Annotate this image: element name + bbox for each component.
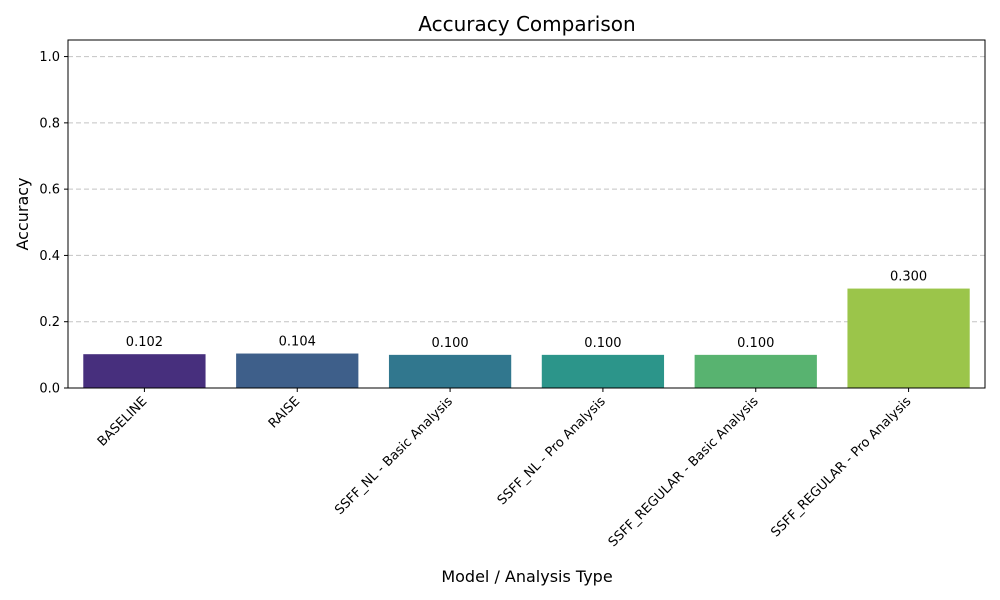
y-tick-label: 0.0 bbox=[39, 382, 60, 397]
bar-value-label: 0.100 bbox=[584, 336, 621, 351]
plot-frame bbox=[67, 39, 986, 389]
x-tick-label: SSFF_REGULAR - Basic Analysis bbox=[606, 394, 762, 550]
bar-value-label: 0.300 bbox=[890, 270, 927, 285]
x-tick-label: SSFF_NL - Pro Analysis bbox=[495, 394, 609, 508]
bar-value-label: 0.100 bbox=[737, 336, 774, 351]
bar-value-label: 0.100 bbox=[431, 336, 468, 351]
y-tick-label: 0.8 bbox=[39, 116, 60, 131]
value-labels: 0.102 0.104 0.100 0.100 0.100 0.300 bbox=[126, 270, 927, 351]
bar bbox=[847, 288, 970, 388]
bar bbox=[236, 353, 359, 388]
x-tick-label: BASELINE bbox=[95, 394, 150, 449]
x-axis-ticks: BASELINE RAISE SSFF_NL - Basic Analysis SSF… bbox=[95, 388, 915, 550]
y-tick-label: 0.4 bbox=[39, 249, 60, 264]
x-tick-label: SSFF_REGULAR - Pro Analysis bbox=[768, 394, 914, 540]
y-tick-label: 0.2 bbox=[39, 315, 60, 330]
bar-value-label: 0.102 bbox=[126, 335, 163, 350]
y-tick-label: 1.0 bbox=[39, 50, 60, 65]
y-tick-label: 0.6 bbox=[39, 183, 60, 198]
gridlines bbox=[68, 56, 985, 323]
bar-value-label: 0.104 bbox=[279, 335, 316, 350]
x-axis-label: Model / Analysis Type bbox=[441, 567, 612, 586]
y-axis-label: Accuracy bbox=[13, 177, 32, 250]
bar bbox=[694, 354, 817, 388]
bar bbox=[83, 354, 206, 388]
bars bbox=[83, 288, 970, 388]
chart-title: Accuracy Comparison bbox=[418, 12, 635, 36]
x-tick-label: RAISE bbox=[266, 394, 303, 431]
y-axis-ticks: 0.0 0.2 0.4 0.6 0.8 1.0 bbox=[39, 50, 68, 397]
x-tick-label: SSFF_NL - Basic Analysis bbox=[332, 394, 456, 518]
bar bbox=[388, 354, 512, 388]
bar bbox=[541, 354, 665, 388]
